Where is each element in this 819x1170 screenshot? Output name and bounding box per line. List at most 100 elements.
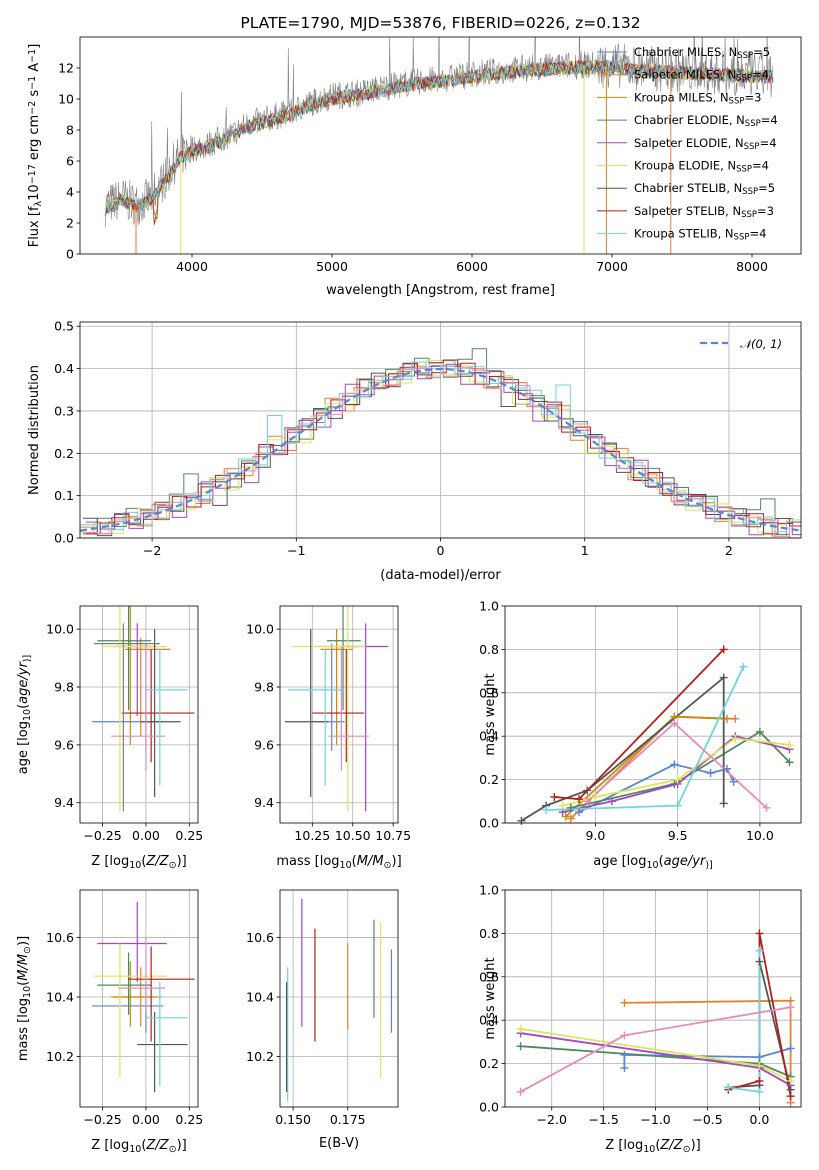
- legend-entry: Chabrier MILES, NSSP=5: [634, 45, 770, 61]
- legend-tail: =4: [761, 113, 778, 127]
- age_vs_mass-xtick-label: 10.75: [375, 828, 411, 843]
- weight-series-line: [562, 737, 790, 807]
- residuals-xtick-label: −1: [287, 543, 305, 558]
- mass_vs_Z-xtick-label: −0.25: [83, 1112, 121, 1127]
- weight_vs_Z-xtick-label: 0.0: [750, 1112, 770, 1127]
- legend-tail: =3: [757, 204, 774, 218]
- age_vs_Z-xtick-label: 0.00: [132, 828, 160, 843]
- legend-sub: SSP: [745, 119, 761, 129]
- weight_vs_age-ytick-label: 0.8: [479, 642, 499, 657]
- age_vs_Z-xtick-label: −0.25: [83, 828, 121, 843]
- weight-point-marker: [542, 805, 551, 814]
- weight-point-marker: [575, 808, 583, 817]
- legend-sub: SSP: [737, 51, 753, 61]
- legend-name: Chabrier MILES, N: [634, 45, 737, 59]
- legend-entry: Chabrier STELIB, NSSP=5: [634, 181, 775, 197]
- age_vs_Z-ytick-label: 9.4: [54, 795, 74, 810]
- legend-tail: =4: [749, 227, 766, 241]
- spectrum-ytick-label: 0: [66, 247, 74, 262]
- age_vs_mass-frame: [279, 605, 399, 824]
- x-axis-label-part: (: [141, 1138, 146, 1153]
- x-axis-label-part: ⊙: [169, 860, 177, 871]
- legend-tail: =5: [753, 45, 770, 59]
- weight-point-marker: [591, 792, 600, 801]
- y-axis-label-part: M/M: [16, 954, 31, 981]
- age_vs_Z-ytick-label: 10.0: [46, 622, 74, 637]
- mass_vs_Z-frame: [79, 889, 199, 1108]
- y-axis-label: age [log10(age/yr)]: [16, 655, 33, 774]
- mass_vs_EBV-panel: 0.150 0.175 10.2 10.4 10.6 E(B-V): [246, 889, 399, 1151]
- y-axis-label: Normed distribution: [27, 365, 42, 495]
- spectrum-plot-area: [104, 37, 774, 254]
- weight-point-marker: [583, 797, 592, 806]
- y-axis-label-part: −1: [27, 49, 38, 63]
- x-axis-label-part: (: [141, 854, 146, 869]
- x-axis-label-part: ⊙: [169, 1144, 177, 1155]
- x-axis-label: mass [log10(M/M⊙)]: [276, 854, 401, 871]
- histogram-series: [82, 362, 801, 537]
- y-axis-label-part: −17: [27, 164, 38, 184]
- weight-point-marker: [516, 1042, 525, 1051]
- weight-point-marker: [723, 764, 731, 773]
- spectrum-xtick-label: 4000: [176, 259, 208, 274]
- x-axis-label-part: 10: [643, 1144, 655, 1155]
- weight_vs_age-ytick-label: 0.0: [479, 816, 499, 831]
- weight-point-marker: [724, 1083, 733, 1092]
- x-axis-label-part: 10: [647, 860, 659, 871]
- x-axis-label-part: (: [655, 1138, 660, 1153]
- weight_vs_Z-ytick-label: 0.6: [479, 969, 499, 984]
- legend-sub: SSP: [729, 97, 745, 107]
- x-axis-label-part: Z/Z: [659, 1138, 683, 1153]
- age_vs_mass-panel: 10.25 10.50 10.75 9.4 9.6 9.8 10.0 mass [log10(…: [246, 605, 411, 871]
- weight-point-marker: [731, 714, 740, 723]
- spectrum-model-line: [104, 60, 774, 216]
- x-axis-label-part: 10: [340, 860, 352, 871]
- x-axis-label-part: ⊙: [683, 1144, 691, 1155]
- residuals-xtick-label: 0: [437, 543, 445, 558]
- weight_vs_Z-xtick-label: −1.0: [640, 1112, 670, 1127]
- x-axis-label-part: Z/Z: [145, 1138, 169, 1153]
- x-axis-label: Z [log10(Z/Z⊙)]: [91, 854, 186, 871]
- histogram-series: [85, 363, 801, 536]
- x-axis-label-part: (: [352, 854, 357, 869]
- weight-point-marker: [620, 1063, 629, 1072]
- y-axis-label-part: Flux [f: [27, 206, 42, 247]
- residuals-ytick-label: 0.3: [54, 403, 74, 418]
- weight_vs_age-frame: [504, 605, 802, 824]
- mass_vs_EBV-xtick-label: 0.175: [330, 1112, 366, 1127]
- y-axis-label-part: )]: [16, 936, 31, 946]
- weight-point-marker: [786, 1003, 795, 1012]
- x-axis-label-part: Z [log: [91, 1138, 129, 1153]
- legend-name: Kroupa STELIB, N: [634, 227, 734, 241]
- y-axis-label: Flux [fλ10−17 erg cm−2 s−1 A−1]: [27, 44, 44, 248]
- weight_vs_Z-xtick-label: −0.5: [692, 1112, 722, 1127]
- mass_vs_EBV-xtick-label: 0.150: [275, 1112, 311, 1127]
- legend-entry: Kroupa MILES, NSSP=3: [634, 90, 761, 106]
- legend-name: Kroupa ELODIE, N: [634, 159, 736, 173]
- mass_vs_EBV-frame: [279, 889, 399, 1108]
- weight_vs_Z-ytick-label: 1.0: [479, 883, 499, 898]
- x-axis-label-part: mass [log: [276, 854, 339, 869]
- legend-name: Salpeter ELODIE, N: [634, 136, 744, 150]
- x-axis-label-part: ⊙: [384, 860, 392, 871]
- x-axis-label-part: (: [659, 854, 664, 869]
- y-axis-label-part: 10: [22, 986, 33, 998]
- weight-point-marker: [755, 946, 764, 955]
- weight_vs_Z-xtick-label: −2.0: [537, 1112, 567, 1127]
- x-axis-label-part: age [log: [593, 854, 646, 869]
- mass_vs_EBV-plot-area: [285, 898, 393, 1102]
- y-axis-label-part: −1: [27, 76, 38, 90]
- legend-name: Salpeter MILES, N: [634, 68, 736, 82]
- weight-point-marker: [517, 816, 526, 825]
- legend-entry: Kroupa STELIB, NSSP=4: [634, 227, 766, 243]
- spectrum-ytick-label: 4: [66, 185, 74, 200]
- age_vs_Z-xtick-label: 0.25: [175, 828, 203, 843]
- weight_vs_Z-ytick-label: 0.0: [479, 1100, 499, 1115]
- weight-point-marker: [731, 734, 740, 743]
- legend-name: Salpeter STELIB, N: [634, 204, 741, 218]
- mass_vs_Z-ytick-label: 10.4: [46, 990, 74, 1005]
- spectrum-ytick-label: 2: [66, 216, 74, 231]
- weight_vs_age-ytick-label: 0.4: [479, 729, 499, 744]
- residuals-ytick-label: 0.4: [54, 361, 74, 376]
